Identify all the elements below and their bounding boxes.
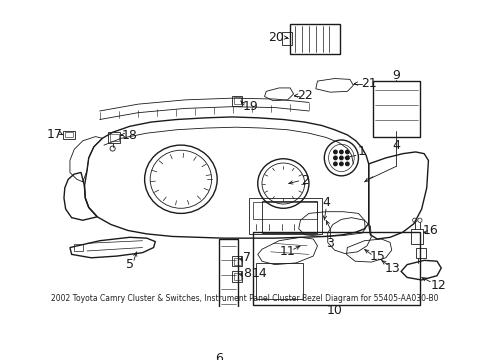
Circle shape [345, 156, 348, 159]
Bar [232, 96, 242, 106]
Bar [256, 263, 303, 299]
Text: 10: 10 [326, 304, 342, 317]
Text: 17: 17 [46, 127, 62, 140]
Bar [253, 202, 317, 219]
Bar [233, 258, 240, 265]
Bar [63, 131, 75, 139]
Text: 21: 21 [360, 77, 376, 90]
Text: 14: 14 [251, 267, 267, 280]
Text: 3: 3 [325, 237, 333, 250]
Bar [65, 132, 73, 138]
Circle shape [339, 162, 343, 166]
Bar [232, 271, 242, 282]
Bar [262, 201, 317, 233]
Circle shape [333, 150, 336, 154]
Text: 9: 9 [391, 69, 399, 82]
Bar [74, 244, 82, 251]
Text: 18: 18 [122, 129, 137, 142]
Text: 19: 19 [243, 100, 258, 113]
Text: 4: 4 [391, 139, 399, 152]
Text: 12: 12 [430, 279, 446, 292]
Circle shape [339, 150, 343, 154]
Text: 4: 4 [322, 196, 329, 209]
Circle shape [333, 162, 336, 166]
Bar [233, 273, 240, 280]
Text: 5: 5 [125, 258, 133, 271]
Circle shape [333, 156, 336, 159]
Text: 20: 20 [268, 31, 284, 44]
Bar [253, 232, 419, 305]
Text: 2002 Toyota Camry Cluster & Switches, Instrument Panel Cluster Bezel Diagram for: 2002 Toyota Camry Cluster & Switches, In… [51, 294, 437, 303]
Text: 22: 22 [296, 89, 312, 102]
Bar [289, 24, 339, 54]
Bar [219, 239, 238, 350]
Circle shape [345, 162, 348, 166]
Circle shape [345, 150, 348, 154]
Text: 15: 15 [368, 249, 385, 262]
Text: 8: 8 [243, 267, 251, 280]
Bar [281, 32, 291, 45]
Text: 13: 13 [384, 262, 400, 275]
Bar [222, 348, 230, 355]
Bar [108, 132, 120, 143]
Circle shape [339, 156, 343, 159]
Text: 1: 1 [357, 145, 365, 158]
Text: 6: 6 [215, 352, 223, 360]
Bar [232, 256, 242, 266]
Text: 11: 11 [279, 245, 295, 258]
Text: 7: 7 [243, 251, 251, 264]
Bar [249, 198, 321, 234]
Bar [110, 134, 119, 141]
Bar [410, 229, 423, 244]
Bar [372, 81, 419, 136]
Text: 16: 16 [422, 224, 437, 237]
Bar [233, 97, 240, 104]
Text: 2: 2 [301, 175, 309, 188]
Bar [415, 248, 425, 258]
